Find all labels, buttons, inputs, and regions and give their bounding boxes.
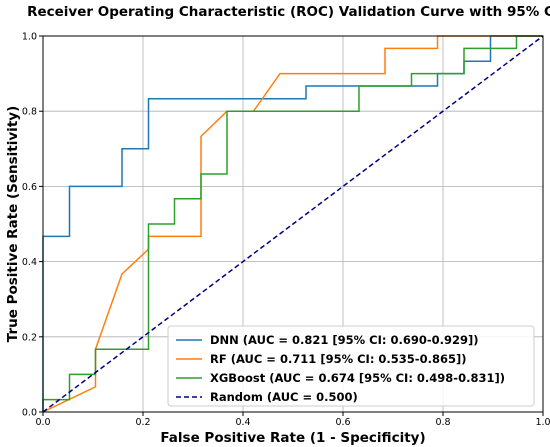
tick-layer: 0.0 0.2 0.4 0.6 0.8 1.0 0.0 0.2 0.4 0.6 0.8 1.0 (22, 32, 550, 429)
y-tick-label: 1.0 (22, 32, 37, 43)
chart-title: Receiver Operating Characteristic (ROC) … (27, 4, 550, 20)
legend-label-rf: RF (AUC = 0.711 [95% CI: 0.535-0.865]) (210, 352, 466, 366)
series-layer (42, 35, 544, 413)
legend-label-xgboost: XGBoost (AUC = 0.674 [95% CI: 0.498-0.83… (210, 371, 505, 385)
x-tick-label: 1.0 (535, 417, 550, 428)
y-tick-label: 0.2 (22, 332, 37, 343)
y-tick-label: 0.0 (22, 408, 37, 419)
x-tick-label: 0.0 (35, 417, 50, 428)
series-line-rf (42, 35, 543, 413)
x-axis-label: False Positive Rate (1 - Specificity) (160, 430, 425, 446)
series-line-xgboost (42, 35, 543, 412)
legend: DNN (AUC = 0.821 [95% CI: 0.690-0.929]) R… (167, 325, 535, 407)
y-tick-label: 0.6 (22, 182, 37, 193)
legend-box (167, 325, 535, 407)
series-line-random (42, 35, 544, 413)
legend-label-dnn: DNN (AUC = 0.821 [95% CI: 0.690-0.929]) (210, 333, 479, 347)
x-tick-label: 0.2 (135, 417, 150, 428)
x-tick-label: 0.6 (335, 417, 350, 428)
legend-label-random: Random (AUC = 0.500) (210, 390, 358, 404)
x-tick-label: 0.4 (235, 417, 250, 428)
series-line-dnn (42, 35, 543, 412)
y-tick-label: 0.4 (22, 257, 37, 268)
y-axis-label: True Positive Rate (Sensitivity) (5, 106, 21, 343)
y-tick-label: 0.8 (22, 107, 37, 118)
x-tick-label: 0.8 (435, 417, 450, 428)
plot-area-frame (42, 35, 544, 413)
